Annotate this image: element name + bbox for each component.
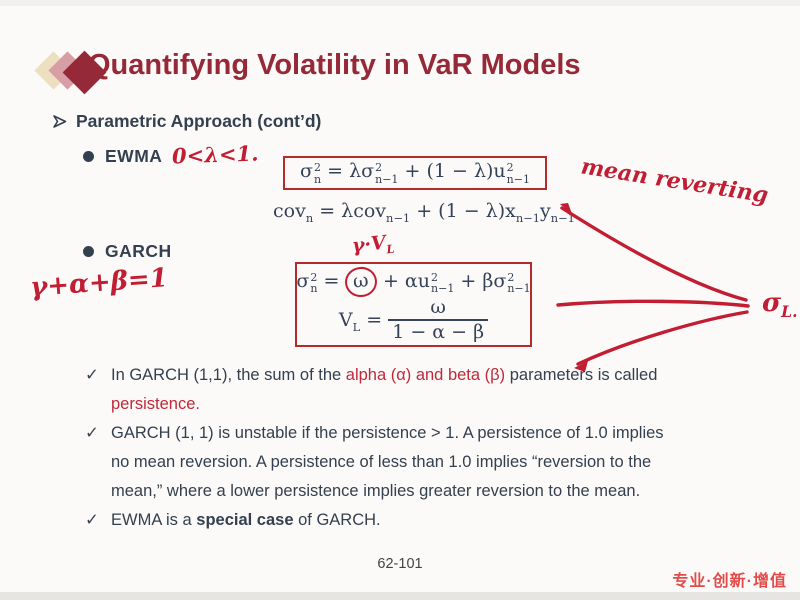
page-number: 62-101 [377,556,423,572]
garch-row: GARCH [83,241,172,262]
checklist-item-persistence: ✓ In GARCH (1,1), the sum of the alpha (… [85,361,777,419]
ewma-label: EWMA [105,146,163,166]
checklist-item-text: In GARCH (1,1), the sum of the alpha (α)… [111,366,658,413]
section-row: Parametric Approach (cont’d) [52,111,321,132]
circle-bullet-icon [83,151,94,162]
slide-bottom-edge [0,592,800,600]
slide-top-edge [0,0,800,6]
checklist-item-special-case: ✓ EWMA is a special case of GARCH. [85,506,777,535]
arrow-bullet-icon [53,115,67,128]
handwritten-mean-reverting: mean reverting [579,153,770,209]
checklist-item-stability: ✓ GARCH (1, 1) is unstable if the persis… [85,419,777,506]
checklist-item-text: EWMA is a special case of GARCH. [111,511,381,529]
section-label: Parametric Approach (cont’d) [76,111,322,131]
checkmark-icon: ✓ [85,511,99,529]
page-title: Quantifying Volatility in VaR Models [88,49,581,81]
handwritten-gamma-vl: γ·VL [350,231,396,258]
covariance-formula: covn = λcovn−1 + (1 − λ)xn−1yn−1 [273,200,575,225]
handwritten-lambda-range: 0<λ<1. [171,140,259,169]
checklist-item-text: GARCH (1, 1) is unstable if the persiste… [111,424,664,500]
ewma-row: EWMA [83,146,162,167]
handwritten-gamma-alpha-beta-sum: γ+α+β=1 [29,263,169,303]
circle-bullet-icon [83,246,94,257]
garch-label: GARCH [105,241,172,261]
brand-slogan: 专业·创新·增值 [672,573,787,590]
checkmark-icon: ✓ [85,366,99,384]
handwritten-sigma-long-run: σL. [762,288,798,322]
checkmark-icon: ✓ [85,424,99,442]
checklist: ✓ In GARCH (1,1), the sum of the alpha (… [85,361,777,535]
